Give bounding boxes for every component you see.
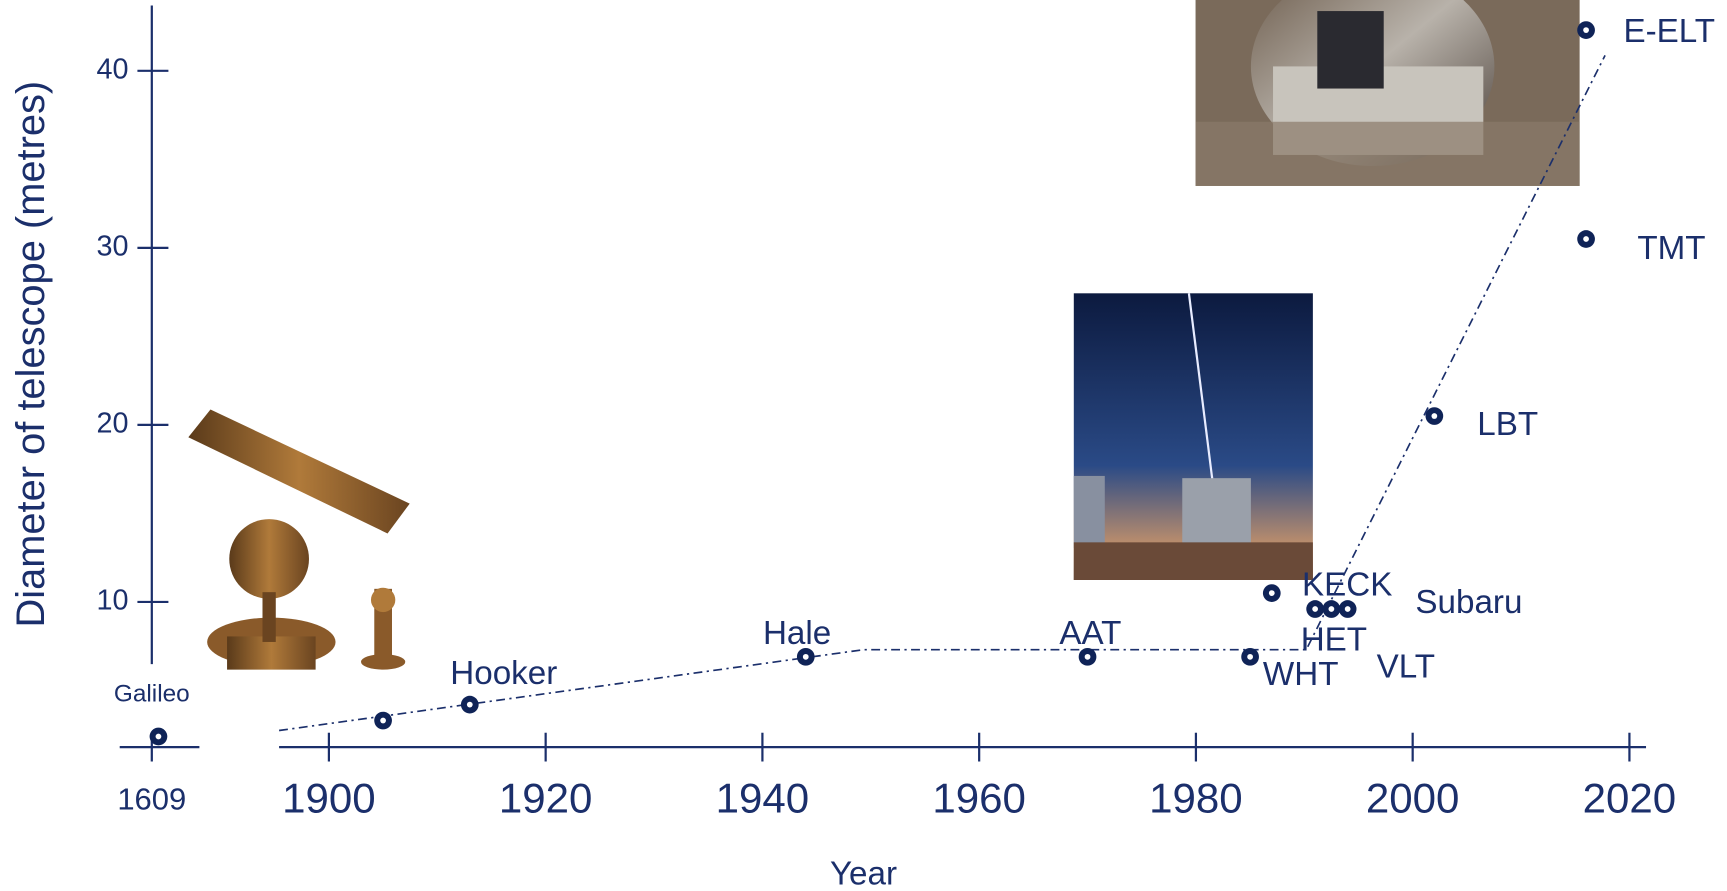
x-axis-title: Year xyxy=(830,855,897,891)
point-label: Hale xyxy=(763,615,831,652)
point-center xyxy=(466,701,473,708)
point-label: Galileo xyxy=(114,681,190,708)
point-center xyxy=(1247,653,1253,660)
point-center xyxy=(1328,606,1335,612)
point-center xyxy=(1344,606,1351,612)
x-tick-label: 1920 xyxy=(499,774,593,821)
x-tick-label: 1900 xyxy=(282,774,376,821)
x-tick-label: 1609 xyxy=(117,782,186,817)
point-label: HET xyxy=(1301,622,1367,659)
point-label: E-ELT xyxy=(1623,13,1715,50)
point-center xyxy=(802,653,809,660)
x-tick-label: 2000 xyxy=(1366,774,1460,821)
vlt-photo xyxy=(1073,293,1313,580)
point-label: VLT xyxy=(1377,648,1435,685)
point-label: AAT xyxy=(1059,615,1121,652)
point-center xyxy=(155,733,162,740)
y-tick-label: 30 xyxy=(97,230,129,262)
point-label: WHT xyxy=(1263,656,1339,693)
y-tick-label: 40 xyxy=(97,53,129,85)
point-label: Hooker xyxy=(450,655,557,692)
point-label: TMT xyxy=(1637,230,1705,267)
y-axis-title: Diameter of telescope (metres) xyxy=(9,81,53,628)
point-label: Subaru xyxy=(1415,584,1522,621)
point-center xyxy=(1583,236,1589,242)
point-center xyxy=(1583,27,1589,33)
x-tick-label: 1980 xyxy=(1149,774,1243,821)
point-center xyxy=(1268,590,1275,596)
x-tick-label: 2020 xyxy=(1583,774,1677,821)
point-center xyxy=(380,717,386,724)
eelt-photo xyxy=(1195,0,1580,186)
point-center xyxy=(1312,606,1319,612)
y-tick-label: 20 xyxy=(97,407,129,439)
point-center xyxy=(1084,653,1091,660)
point-label: LBT xyxy=(1477,406,1538,443)
x-tick-label: 1960 xyxy=(932,774,1026,821)
y-tick-label: 10 xyxy=(97,585,129,617)
point-label: KECK xyxy=(1302,566,1392,603)
x-tick-label: 1940 xyxy=(716,774,810,821)
newton-telescope-photo xyxy=(188,409,410,670)
point-center xyxy=(1431,413,1438,419)
